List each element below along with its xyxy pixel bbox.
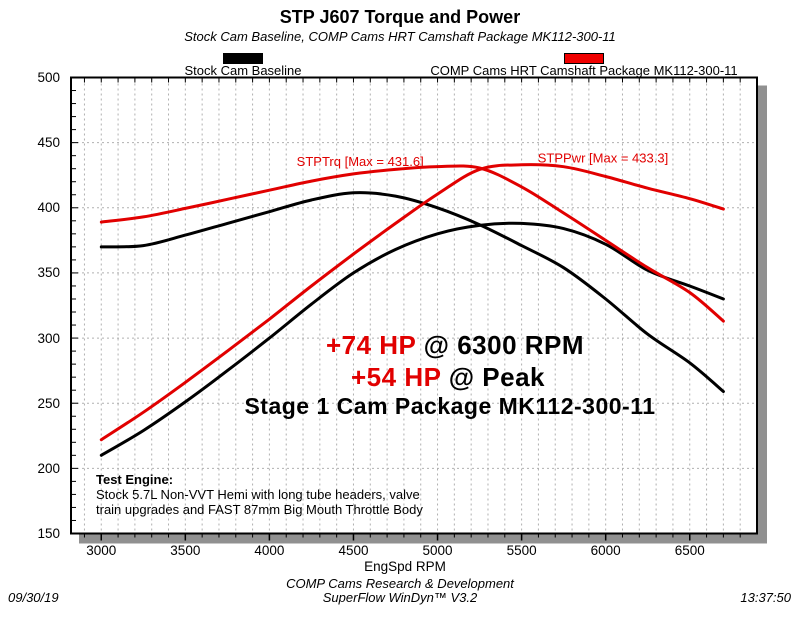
chart-subtitle: Stock Cam Baseline, COMP Cams HRT Camsha… xyxy=(184,29,616,44)
annotation-hp-gain-value: +74 HP xyxy=(325,330,416,360)
y-tick-label: 450 xyxy=(37,135,60,151)
y-tick-label: 400 xyxy=(37,200,60,216)
y-tick-label: 500 xyxy=(37,70,60,85)
y-tick-label: 200 xyxy=(37,460,60,476)
curve-2 xyxy=(99,164,725,323)
y-tick-label: 150 xyxy=(37,526,60,541)
footer-time: 13:37:50 xyxy=(740,590,791,605)
annotation-package-name: Stage 1 Cam Package MK112-300-11 xyxy=(244,393,656,419)
test-engine-line-2: train upgrades and FAST 87mm Big Mouth T… xyxy=(96,502,423,517)
annotation-hp-gain-rpm: +74 HP @ 6300 RPM xyxy=(326,330,584,361)
x-tick-label: 3000 xyxy=(86,543,117,558)
plot-shadow-right xyxy=(758,85,767,543)
x-axis-label: EngSpd RPM xyxy=(364,559,446,574)
x-tick-label: 6000 xyxy=(590,543,621,558)
annotation-peak-gain-value: +54 HP xyxy=(350,362,441,392)
footer-org: COMP Cams Research & Development xyxy=(286,576,514,591)
annotation-peak-gain-text: @ Peak xyxy=(440,362,546,392)
x-tick-label: 4000 xyxy=(254,543,285,558)
plot-frame xyxy=(70,76,758,535)
x-tick-label: 3500 xyxy=(170,543,201,558)
legend-swatch-comp xyxy=(564,53,604,64)
legend-label-stock: Stock Cam Baseline xyxy=(184,63,302,78)
y-tick-label: 300 xyxy=(37,330,60,346)
curve-0 xyxy=(99,191,725,393)
annotation-hp-gain-peak: +54 HP @ Peak xyxy=(351,362,545,393)
test-engine-line-1: Stock 5.7L Non-VVT Hemi with long tube h… xyxy=(96,487,420,502)
x-tick-label: 4500 xyxy=(338,543,369,558)
annotation-hp-gain-rpm-text: @ 6300 RPM xyxy=(415,330,585,360)
test-engine-heading: Test Engine: xyxy=(96,472,174,487)
y-tick-label: 350 xyxy=(37,265,60,281)
x-tick-label: 5500 xyxy=(506,543,537,558)
curve-max-label: STPPwr [Max = 433.3] xyxy=(538,150,668,165)
y-tick-label: 250 xyxy=(37,395,60,411)
x-tick-label: 5000 xyxy=(422,543,453,558)
curve-3 xyxy=(99,163,725,442)
curve-max-label: STPTrq [Max = 431.6] xyxy=(297,154,424,169)
legend-label-comp: COMP Cams HRT Camshaft Package MK112-300… xyxy=(430,63,738,78)
x-tick-label: 6500 xyxy=(674,543,705,558)
footer-date: 09/30/19 xyxy=(8,590,59,605)
footer-software: SuperFlow WinDyn™ V3.2 xyxy=(322,590,478,605)
curve-1 xyxy=(99,221,725,457)
plot-shadow-bottom xyxy=(79,534,767,544)
legend-swatch-stock xyxy=(223,53,263,64)
chart-title: STP J607 Torque and Power xyxy=(279,7,521,27)
